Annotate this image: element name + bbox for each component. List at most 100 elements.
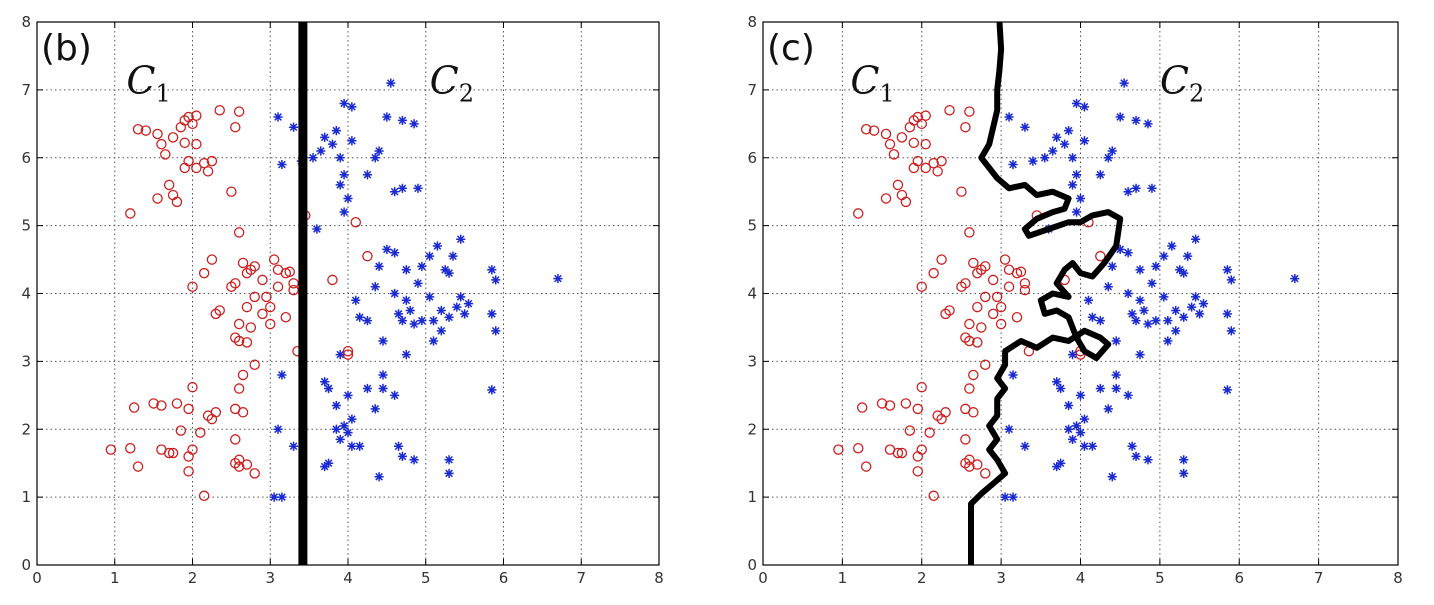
data-point-c2 [386,78,396,88]
data-point-c1 [233,227,245,238]
data-point-c2 [487,309,497,319]
y-tick-label: 2 [21,420,31,438]
y-tick-label: 2 [747,420,757,438]
data-point-c2 [425,251,435,261]
data-point-c2 [393,309,404,319]
data-point-c1 [125,208,136,219]
data-point-c2 [390,187,400,197]
data-point-c1 [1019,284,1031,296]
data-point-c2 [1067,434,1078,445]
data-point-c2 [1147,278,1157,288]
data-point-c1 [288,284,299,296]
data-point-c1 [191,110,202,121]
data-point-c1 [868,125,880,136]
data-point-c1 [856,402,868,413]
data-point-c2 [1135,265,1145,275]
data-point-c2 [339,207,349,217]
x-tick-label: 8 [654,569,664,587]
data-point-c2 [378,336,388,346]
data-point-c1 [908,162,920,174]
data-point-c1 [191,138,202,150]
data-point-c2 [288,441,299,451]
data-point-c2 [444,455,454,465]
data-point-c2 [351,295,361,305]
data-point-c1 [183,403,194,415]
data-point-c2 [312,224,322,234]
data-point-c2 [1008,159,1018,170]
data-point-c2 [1004,112,1014,122]
data-point-c2 [335,434,345,445]
data-point-c2 [1087,441,1098,451]
x-tick-label: 4 [1076,569,1086,587]
data-point-c1 [191,162,202,174]
data-point-c1 [980,291,991,303]
data-point-c2 [355,312,365,322]
data-point-c2 [1290,273,1300,284]
data-point-c2 [401,265,411,275]
data-point-c2 [428,316,439,326]
data-point-c1 [995,318,1007,330]
class-label: C2 [430,58,474,107]
data-point-c2 [335,180,345,190]
data-point-c2 [1123,288,1133,299]
data-point-c2 [347,441,357,451]
x-tick-label: 3 [996,569,1006,587]
data-point-c1 [249,291,260,303]
data-point-c2 [327,139,338,149]
data-point-c1 [167,132,179,143]
data-point-c2 [362,383,373,394]
y-tick-label: 7 [747,81,757,99]
data-point-c1 [960,434,971,445]
data-point-c1 [233,383,245,394]
data-point-c2 [1067,180,1078,190]
data-point-c1 [206,254,218,265]
data-point-c2 [1095,170,1105,180]
y-tick-label: 1 [747,488,757,506]
data-point-c2 [331,126,341,136]
data-point-c1 [132,461,144,472]
data-point-c2 [1143,119,1153,129]
data-point-c2 [413,183,423,193]
x-tick-label: 0 [32,569,42,587]
data-point-c2 [277,370,287,380]
data-point-c2 [269,492,279,502]
data-point-c2 [1052,377,1062,387]
data-point-c2 [463,299,474,309]
data-point-c2 [1075,193,1086,204]
data-point-c1 [884,400,896,411]
data-point-c2 [1163,316,1173,326]
data-point-c2 [339,421,349,431]
data-point-c2 [374,146,384,156]
data-point-c2 [409,119,419,129]
data-point-c1 [964,318,975,330]
data-point-c2 [1103,153,1113,163]
data-point-c1 [1011,312,1023,323]
data-point-c2 [1123,187,1133,197]
data-point-c2 [1040,153,1050,163]
data-point-c1 [249,468,260,479]
data-point-c1 [156,400,167,411]
data-point-c2 [1056,383,1066,394]
data-point-c2 [1222,385,1232,395]
plot-frame [762,21,1399,566]
data-point-c1 [904,425,916,436]
data-point-c1 [233,106,245,117]
data-point-c1 [214,305,225,316]
data-point-c2 [1020,441,1030,451]
data-point-c1 [880,193,892,204]
data-point-c2 [1067,153,1078,163]
data-point-c2 [343,193,353,204]
data-point-c2 [320,132,330,142]
data-point-c2 [277,159,287,170]
data-point-c1 [972,459,983,470]
data-point-c2 [1107,146,1117,156]
x-tick-label: 3 [265,569,275,587]
data-point-c1 [105,444,117,455]
panel-label: (c) [767,28,815,69]
data-point-c1 [148,398,159,409]
data-point-c1 [928,157,939,169]
data-point-c1 [944,104,955,116]
data-point-c1 [198,267,210,279]
data-point-c2 [444,468,454,478]
data-point-c1 [960,457,971,469]
